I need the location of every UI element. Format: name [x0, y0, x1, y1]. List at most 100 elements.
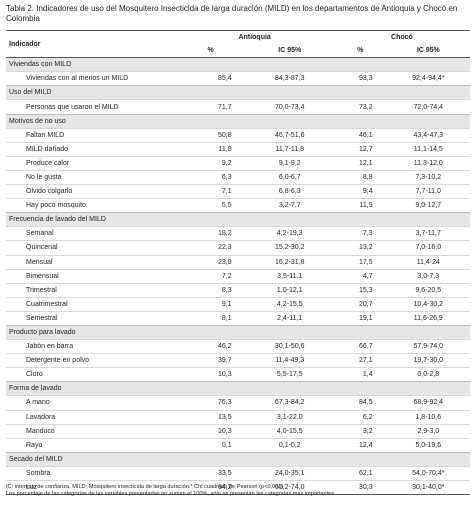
table-cell: Luz [6, 479, 176, 496]
data-row: Quincenal 22,3 15,2-30,2 13,2 7,0-16,0 [6, 240, 470, 255]
table-cell: 46,1 [333, 127, 387, 143]
footnote: Los porcentaje de las categorías de las … [6, 491, 336, 497]
section-title: Frecuencia de lavado del MILD [6, 212, 470, 227]
table-cell: 10,4-30,2 [386, 296, 470, 312]
table-cell: 0,1-0,2 [245, 437, 334, 453]
table-cell: 9,6-20,5 [386, 282, 470, 298]
table-cell: 68,9-92,4 [386, 395, 470, 411]
data-row: Hay poco mosquito 5,5 3,2-7,7 11,9 9,0-12,7 [6, 198, 470, 213]
table-cell: 11,9 [333, 198, 387, 213]
table-cell: 7,1 [175, 184, 246, 199]
table-cell: 65,2-74,0 [245, 479, 334, 496]
table-cell: 11,4-24 [386, 254, 470, 270]
table-cell: 7,3 [333, 226, 387, 241]
table-cell: 0,0-2,8 [386, 367, 470, 382]
table-cell: 12,1 [333, 155, 387, 171]
data-row: A mano 76,3 67,3-84,2 84,5 68,9-92,4 [6, 395, 470, 411]
table-cell: 46,2 [175, 339, 246, 354]
table-cell: 50,8 [175, 127, 246, 143]
data-row: No le gusta 6,3 6,0-6,7 8,8 7,3-10,2 [6, 169, 470, 185]
table-cell: 3,2 [333, 423, 387, 439]
table-cell: 57,9-74,0 [386, 339, 470, 354]
section-row: Forma de lavado [6, 381, 470, 396]
table-cell: 9,4 [333, 184, 387, 199]
table-cell: 5,5-17,5 [245, 367, 334, 382]
data-row: Olvido colgarlo 7,1 6,8-6,3 9,4 7,7-11,0 [6, 184, 470, 199]
section-title: Producto para lavado [6, 324, 470, 340]
table-cell: 2,9-3,0 [386, 423, 470, 439]
table-cell: Quincenal [6, 240, 176, 255]
table-cell: 1,0-12,1 [245, 282, 334, 298]
section-row: Uso del MILD [6, 85, 470, 100]
table-cell: 9,1 [175, 296, 246, 312]
data-row: Cloro 10,3 5,5-17,5 1,4 0,0-2,8 [6, 367, 470, 382]
table-cell: 2,4-11,1 [245, 310, 334, 326]
table-cell: Viviendas con al menos un MILD [6, 71, 176, 86]
table-cell: 3,1-22,0 [245, 409, 334, 425]
table-cell: 7,0-16,0 [386, 240, 470, 255]
table-cell: Olvido colgarlo [6, 184, 176, 199]
table-cell: 6,3 [175, 169, 246, 185]
table-cell: 92,4-94,4* [386, 71, 470, 86]
data-row: Trimestral 8,3 1,0-12,1 15,3 9,6-20,5 [6, 282, 470, 298]
table-cell: 39,7 [175, 353, 246, 368]
data-row: Faltan MILD 50,8 46,7-51,6 46,1 43,4-47,3 [6, 127, 470, 143]
table-cell: 54,0-70,4* [386, 465, 470, 481]
table-cell: 43,4-47,3 [386, 127, 470, 143]
table-cell: A mano [6, 395, 176, 411]
table-cell: 3,5-11,1 [245, 268, 334, 284]
table-cell: 19,1 [333, 310, 387, 326]
data-row: Mensual 23,8 16,2-31,8 17,5 11,4-24 [6, 254, 470, 270]
section-title: Uso del MILD [6, 85, 470, 100]
table-cell: 20,7 [333, 296, 387, 312]
header-group: Chocó [333, 30, 470, 45]
table-cell: 93,3 [333, 71, 387, 86]
section-row: Frecuencia de lavado del MILD [6, 212, 470, 227]
table-cell: 30,3 [333, 479, 387, 496]
footnote: IC: intervalo de confianza. MILD: Mosqui… [6, 484, 284, 490]
table-cell: 6,8-6,3 [245, 184, 334, 199]
table-cell: Semestral [6, 310, 176, 326]
table-cell: 18,2 [175, 226, 246, 241]
table-cell: Trimestral [6, 282, 176, 298]
table-cell: 85,4 [175, 71, 246, 86]
table-cell: 66,7 [333, 339, 387, 354]
table-cell: 22,3 [175, 240, 246, 255]
table-cell: 12,7 [333, 141, 387, 157]
table-cell: 7,3-10,2 [386, 169, 470, 185]
header-cell: % [333, 44, 387, 59]
table-cell: 16,2-31,8 [245, 254, 334, 270]
table-cell: 23,8 [175, 254, 246, 270]
table-cell: Rayo [6, 437, 176, 453]
table-cell: 9,0-12,7 [386, 198, 470, 213]
table-cell: Jabón en barra [6, 339, 176, 354]
header-cell: % [175, 44, 246, 59]
header-cell: IC 95% [245, 44, 334, 59]
table-cell: Cloro [6, 367, 176, 382]
table-cell: Produce calor [6, 155, 176, 171]
table-cell: 1,8-10,6 [386, 409, 470, 425]
table-cell: Manduco [6, 423, 176, 439]
section-title: Viviendas con MILD [6, 57, 470, 72]
data-row: Lavadora 13,5 3,1-22,0 6,2 1,8-10,6 [6, 409, 470, 425]
table-cell: 3,7-11,7 [386, 226, 470, 241]
table-cell: Hay poco mosquito [6, 198, 176, 213]
table-cell: 13,5 [175, 409, 246, 425]
table-cell: Faltan MILD [6, 127, 176, 143]
table-cell: 10,3 [175, 367, 246, 382]
table-cell: 30,1-50,6 [245, 339, 334, 354]
table-cell: 4,7 [333, 268, 387, 284]
table-cell: 84,5 [333, 395, 387, 411]
table-cell: 46,7-51,6 [245, 127, 334, 143]
header-row: Indicador Antioquia Chocó [6, 29, 470, 59]
table-cell: 72,0-74,4 [386, 99, 470, 115]
footnotes: IC: intervalo de confianza. MILD: Mosqui… [6, 484, 472, 498]
table-cell: 5,0-19,6 [386, 437, 470, 453]
data-row: Sombra 33,5 24,0-35,1 62,1 54,0-70,4* [6, 465, 470, 481]
table-cell: 27,1 [333, 353, 387, 368]
header-row: % IC 95%% IC 95% [6, 44, 470, 59]
data-row: Jabón en barra 46,2 30,1-50,6 66,7 57,9-74,0 [6, 339, 470, 354]
data-row: Bimensual 7,2 3,5-11,1 4,7 3,0-7,3 [6, 268, 470, 284]
data-row: Rayo 0,1 0,1-0,2 12,4 5,0-19,6 [6, 437, 470, 453]
